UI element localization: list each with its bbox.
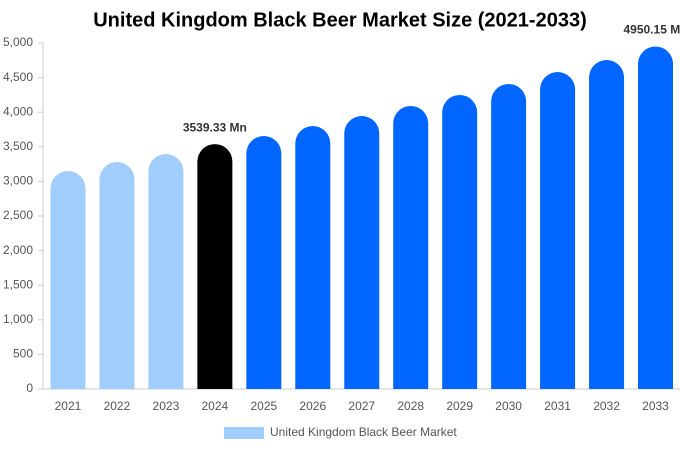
x-tick-label: 2024	[202, 399, 229, 413]
y-tick-label: 4,000	[3, 104, 33, 118]
y-tick-label: 500	[13, 347, 33, 361]
y-tick-label: 2,000	[3, 243, 33, 257]
y-tick-label: 4,500	[3, 70, 33, 84]
x-tick-label: 2031	[544, 399, 571, 413]
y-tick-label: 1,000	[3, 312, 33, 326]
bar	[50, 171, 86, 389]
x-tick-label: 2030	[495, 399, 522, 413]
x-tick-label: 2028	[397, 399, 424, 413]
x-tick-label: 2023	[153, 399, 180, 413]
data-label: 4950.15 Mn	[623, 23, 680, 37]
bar	[393, 105, 429, 390]
x-tick-label: 2033	[642, 399, 669, 413]
bar	[148, 153, 184, 389]
bar	[295, 126, 331, 389]
y-tick-label: 3,500	[3, 139, 33, 153]
bar	[540, 71, 576, 389]
y-tick-label: 1,500	[3, 277, 33, 291]
bar	[197, 144, 233, 389]
y-tick-label: 0	[26, 381, 33, 395]
bar	[246, 136, 282, 389]
y-tick-label: 2,500	[3, 208, 33, 222]
x-tick-label: 2022	[104, 399, 131, 413]
x-tick-label: 2021	[55, 399, 82, 413]
bar	[589, 60, 625, 390]
bar	[99, 162, 135, 389]
chart-title: United Kingdom Black Beer Market Size (2…	[93, 9, 587, 31]
x-tick-label: 2026	[299, 399, 326, 413]
legend-swatch	[224, 427, 264, 439]
x-tick-label: 2032	[593, 399, 620, 413]
x-tick-label: 2027	[348, 399, 375, 413]
y-tick-label: 3,000	[3, 174, 33, 188]
bar	[344, 116, 380, 389]
bar	[491, 83, 527, 389]
bar	[442, 94, 478, 389]
x-tick-label: 2029	[446, 399, 473, 413]
legend-label: United Kingdom Black Beer Market	[270, 425, 457, 439]
y-tick-label: 5,000	[3, 35, 33, 49]
bar	[638, 46, 674, 390]
data-label: 3539.33 Mn	[183, 120, 247, 134]
x-tick-label: 2025	[250, 399, 277, 413]
